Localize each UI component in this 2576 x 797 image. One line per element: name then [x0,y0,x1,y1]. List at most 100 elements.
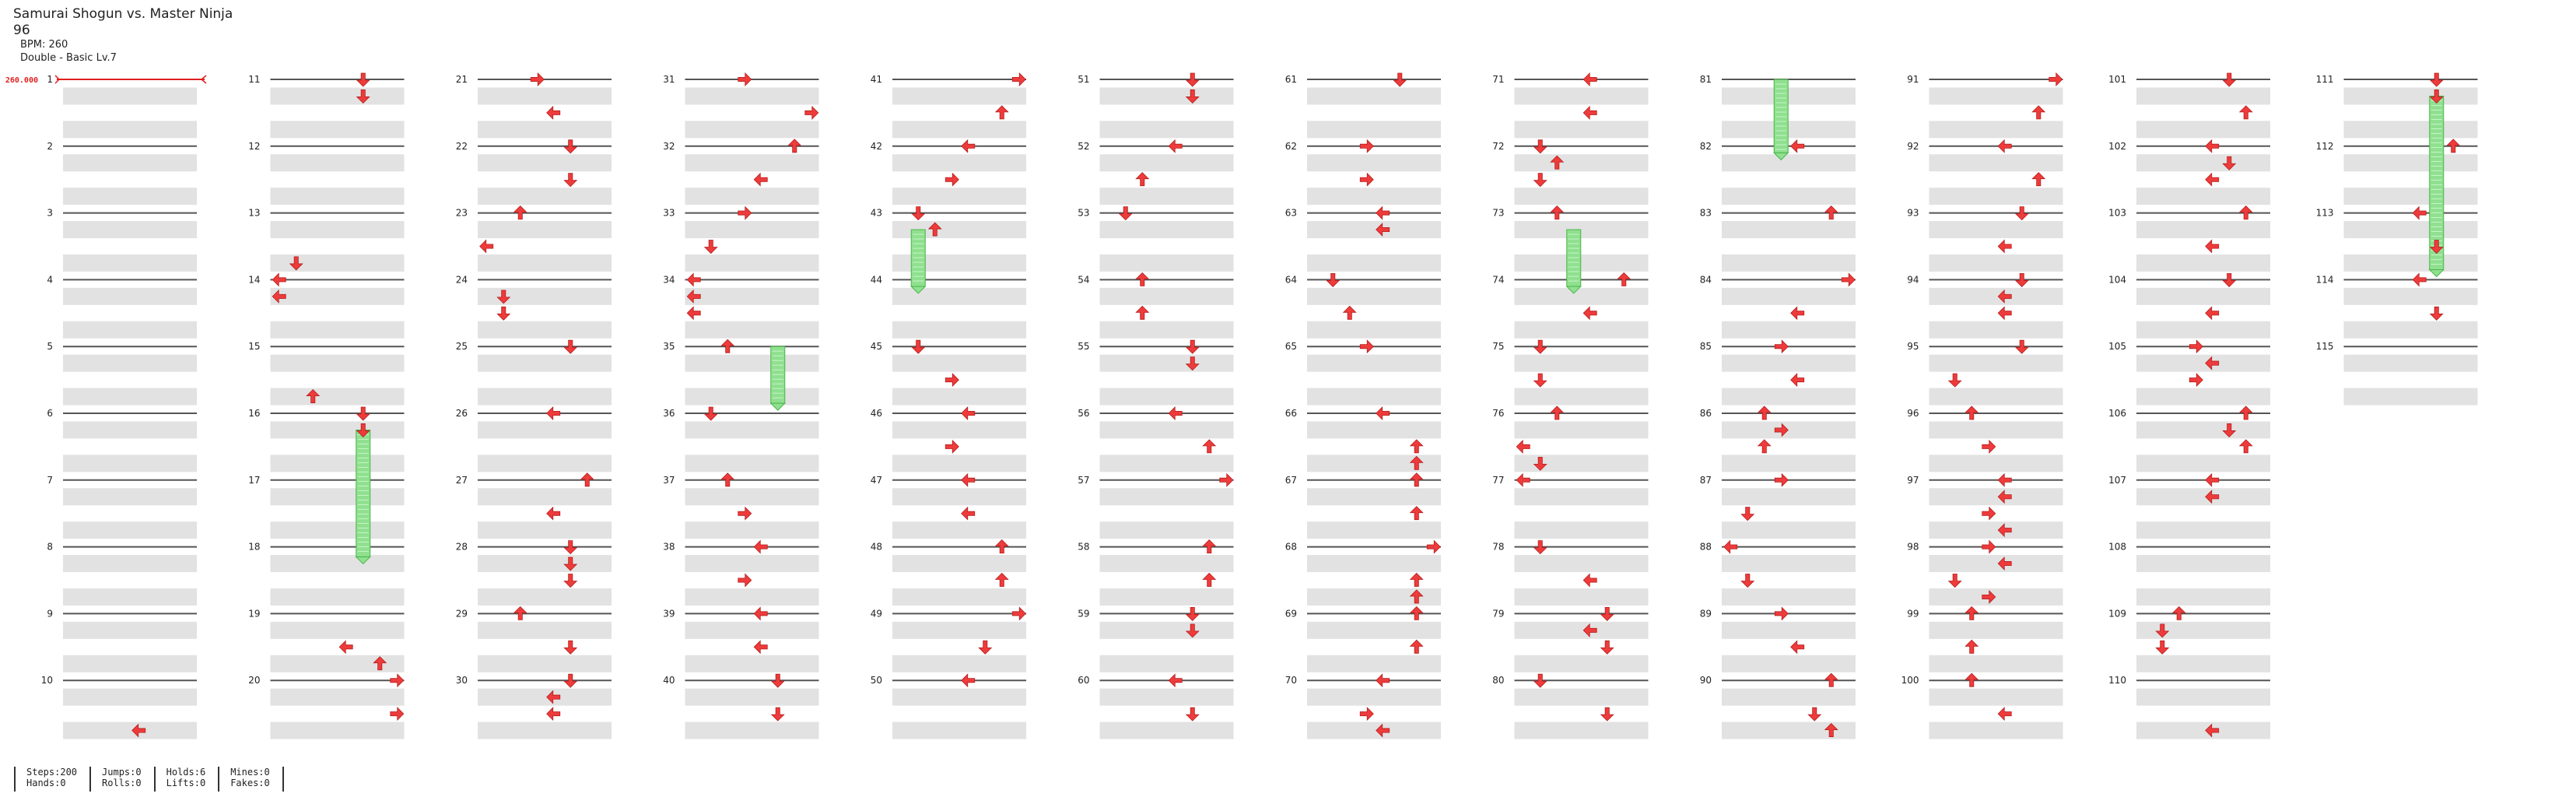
step-arrow [1168,139,1183,153]
measure-number: 56 [1078,408,1089,419]
measure-number: 65 [1285,341,1297,352]
step-arrow [720,339,735,353]
beat-band [478,621,612,639]
measure-number: 74 [1492,274,1504,285]
measure-number: 39 [663,608,675,619]
step-arrow [1550,406,1565,420]
hold-tail [355,556,371,565]
measure-number: 27 [456,475,468,486]
measure-number: 107 [2108,475,2126,486]
beat-band [478,254,612,272]
step-arrow [1342,305,1357,320]
level-label: Double - Basic Lv.7 [20,52,117,64]
beat-band [1307,488,1441,506]
step-arrow [1219,472,1234,487]
measure-number: 103 [2108,208,2126,219]
measure-number: 100 [1901,675,1919,686]
measure-number: 2 [47,141,53,152]
step-arrow [1582,105,1597,120]
beat-band [63,354,197,372]
step-arrow [911,206,926,221]
beat-band [478,555,612,573]
beat-band [270,621,405,639]
step-arrow [1376,406,1390,420]
step-arrow [2429,240,2444,255]
step-arrow [2205,172,2220,187]
step-arrow [356,406,370,421]
step-arrow [563,673,578,688]
step-arrow [1409,455,1424,470]
beat-band [1722,488,1856,506]
beat-band [478,388,612,406]
step-arrow [927,222,942,237]
step-arrow [2205,356,2220,370]
step-arrow [1757,439,1772,454]
beat-band [2343,354,2478,372]
step-arrow [563,640,578,655]
step-arrow [1185,356,1200,371]
step-arrow [2031,105,2046,120]
beat-band [478,421,612,439]
step-arrow [1359,707,1374,722]
step-arrow [1118,206,1133,221]
step-arrow [2171,606,2186,620]
step-arrow [1740,574,1755,588]
step-arrow [770,673,785,688]
beat-band [1099,221,1234,239]
step-arrow [753,640,768,655]
measure-number: 23 [456,208,468,219]
beat-band [1307,321,1441,339]
beat-band [685,655,819,672]
beat-band [270,121,405,139]
beat-band [63,588,197,606]
beat-band [1307,722,1441,739]
beat-band [1099,488,1234,506]
step-arrow [1185,707,1200,722]
beat-band [892,421,1026,439]
beat-band [1099,354,1234,372]
beat-band [1929,321,2063,339]
step-arrow [2238,406,2253,420]
step-arrow [390,673,405,688]
beat-band [2136,287,2270,305]
measure-number: 112 [2316,141,2334,152]
beat-band [1307,588,1441,606]
beat-band [685,688,819,706]
step-arrow [1202,572,1217,587]
measure-number: 4 [47,274,53,285]
measure-number: 85 [1700,341,1712,352]
step-arrow [1997,139,2012,153]
step-arrow [2155,623,2170,638]
step-arrow [1600,640,1614,655]
step-arrow [1982,439,1996,454]
beat-band [685,521,819,539]
measure-number: 38 [663,542,675,553]
stat-jumps: Jumps:0 [102,767,142,778]
measure-number: 54 [1078,274,1089,285]
step-arrow [1185,339,1200,354]
measure-number: 67 [1285,475,1297,486]
step-arrow [2014,339,2029,354]
beat-band [478,287,612,305]
beat-band [685,555,819,573]
beat-band [1514,388,1649,406]
beat-band [1099,421,1234,439]
beat-band [892,121,1026,139]
measure-number: 108 [2108,542,2126,553]
beat-band [63,154,197,172]
measure-number: 60 [1078,675,1089,686]
measure-number: 34 [663,274,675,285]
measure-number: 101 [2108,74,2126,85]
beat-band [1514,488,1649,506]
step-arrow [2155,640,2170,655]
step-arrow [2412,272,2427,287]
beat-band [1514,621,1649,639]
beat-band [1099,621,1234,639]
step-arrow [1185,607,1200,621]
step-arrow [804,105,819,120]
beat-band [1307,354,1441,372]
step-arrow [1185,72,1200,87]
measure-number: 88 [1700,542,1712,553]
step-arrow [1964,672,1979,687]
measure-number: 66 [1285,408,1297,419]
